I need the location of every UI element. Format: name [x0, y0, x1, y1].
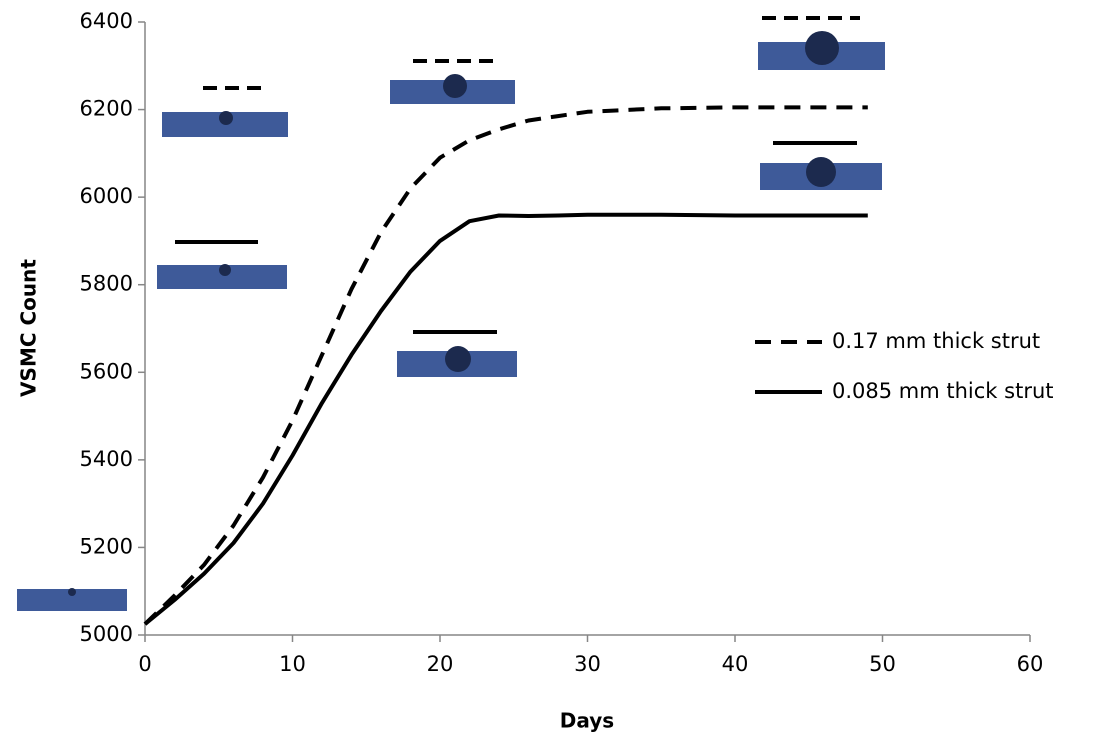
- legend-label: 0.17 mm thick strut: [832, 329, 1040, 353]
- y-tick-label: 6200: [80, 97, 133, 121]
- y-tick-label: 6400: [80, 9, 133, 33]
- legend-label: 0.085 mm thick strut: [832, 379, 1054, 403]
- strut-image: [17, 589, 127, 611]
- series-line: [143, 212, 868, 626]
- y-tick-label: 5800: [80, 272, 133, 296]
- strut-dot: [806, 157, 836, 187]
- y-tick-label: 6000: [80, 184, 133, 208]
- x-axis-title: Days: [560, 709, 614, 733]
- strut-dot: [805, 31, 839, 65]
- strut-images: [17, 16, 885, 611]
- strut-dot: [219, 264, 231, 276]
- y-tick-label: 5000: [80, 622, 133, 646]
- series-line: [143, 105, 868, 626]
- x-tick-label: 40: [722, 652, 749, 676]
- x-tick-label: 0: [138, 652, 151, 676]
- y-axis-title: VSMC Count: [17, 259, 41, 397]
- strut-dot: [219, 111, 233, 125]
- x-tick-label: 10: [279, 652, 306, 676]
- strut-dot: [443, 74, 467, 98]
- strut-dot: [68, 588, 76, 596]
- x-tick-label: 30: [574, 652, 601, 676]
- y-tick-label: 5200: [80, 534, 133, 558]
- y-tick-label: 5400: [80, 447, 133, 471]
- strut-dot: [445, 346, 471, 372]
- x-tick-label: 60: [1017, 652, 1044, 676]
- x-tick-label: 50: [869, 652, 896, 676]
- y-tick-label: 5600: [80, 359, 133, 383]
- x-tick-label: 20: [427, 652, 454, 676]
